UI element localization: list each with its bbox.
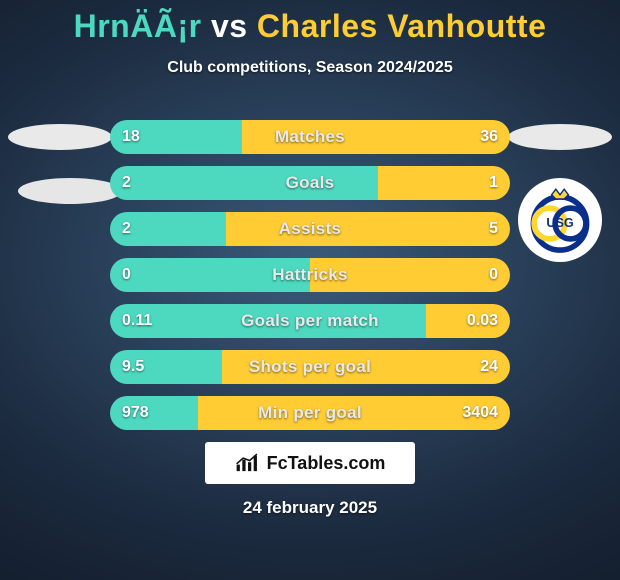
stat-row: 0.110.03Goals per match: [110, 304, 510, 338]
stat-row: 9.524Shots per goal: [110, 350, 510, 384]
stat-label: Matches: [110, 120, 510, 154]
stat-label: Goals: [110, 166, 510, 200]
date-text: 24 february 2025: [0, 498, 620, 518]
stat-row: 00Hattricks: [110, 258, 510, 292]
stat-label: Assists: [110, 212, 510, 246]
stat-row: 9783404Min per goal: [110, 396, 510, 430]
footer-brand: FcTables.com: [267, 453, 386, 474]
player2-nation-placeholder-icon: [508, 124, 612, 150]
vs-text: vs: [211, 8, 248, 44]
stat-label: Shots per goal: [110, 350, 510, 384]
player2-club-badge-icon: USG: [518, 178, 602, 262]
fctables-logo: FcTables.com: [205, 442, 415, 484]
stat-label: Min per goal: [110, 396, 510, 430]
comparison-bars: 1836Matches 21Goals 25Assists 00Hattricks 0.…: [110, 120, 510, 442]
player1-nation-placeholder-icon: [18, 178, 122, 204]
stat-row: 1836Matches: [110, 120, 510, 154]
player1-club-placeholder-icon: [8, 124, 112, 150]
stat-row: 25Assists: [110, 212, 510, 246]
page-title: HrnÄÃ¡r vs Charles Vanhoutte: [0, 0, 620, 45]
svg-text:USG: USG: [546, 216, 573, 230]
stat-row: 21Goals: [110, 166, 510, 200]
stat-label: Hattricks: [110, 258, 510, 292]
player1-name: HrnÄÃ¡r: [74, 8, 202, 44]
player2-name: Charles Vanhoutte: [257, 8, 546, 44]
stat-label: Goals per match: [110, 304, 510, 338]
subtitle: Club competitions, Season 2024/2025: [0, 59, 620, 77]
bar-chart-icon: [235, 452, 261, 474]
